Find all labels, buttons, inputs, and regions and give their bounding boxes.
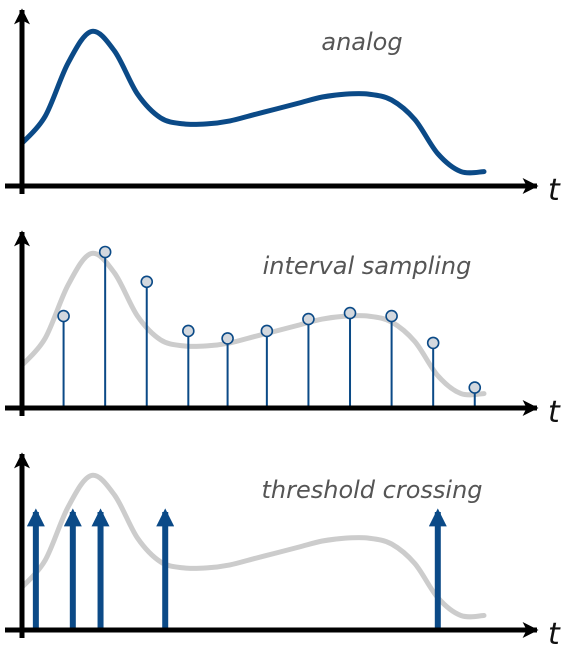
analog-signal-curve <box>19 28 487 176</box>
interval-sampling-plot <box>19 245 487 408</box>
sample-point <box>182 324 195 338</box>
interval-sampling-panel: interval sampling t <box>5 230 561 430</box>
sample-point <box>98 245 112 259</box>
analog-label: analog <box>321 28 402 56</box>
sample-point <box>260 324 274 338</box>
underlying-signal-curve <box>19 472 487 620</box>
threshold-crossing-plot <box>19 472 487 630</box>
sample-point <box>140 275 154 289</box>
sample-point <box>343 306 357 320</box>
analog-panel: analog t <box>5 8 561 208</box>
time-axis-label: t <box>548 173 561 208</box>
sample-point <box>426 336 440 350</box>
threshold-crossing-label: threshold crossing <box>261 476 482 504</box>
sample-point <box>468 381 482 394</box>
sample-point <box>221 332 234 345</box>
analog-plot <box>19 28 487 176</box>
interval-sampling-label: interval sampling <box>263 252 472 280</box>
threshold-crossing-panel: threshold crossing t <box>5 452 561 652</box>
sample-point <box>385 309 398 323</box>
time-axis-label: t <box>548 617 561 652</box>
sample-point <box>302 312 315 326</box>
time-axis-label: t <box>548 395 561 430</box>
sample-point <box>57 309 70 323</box>
underlying-signal-curve <box>19 250 487 398</box>
